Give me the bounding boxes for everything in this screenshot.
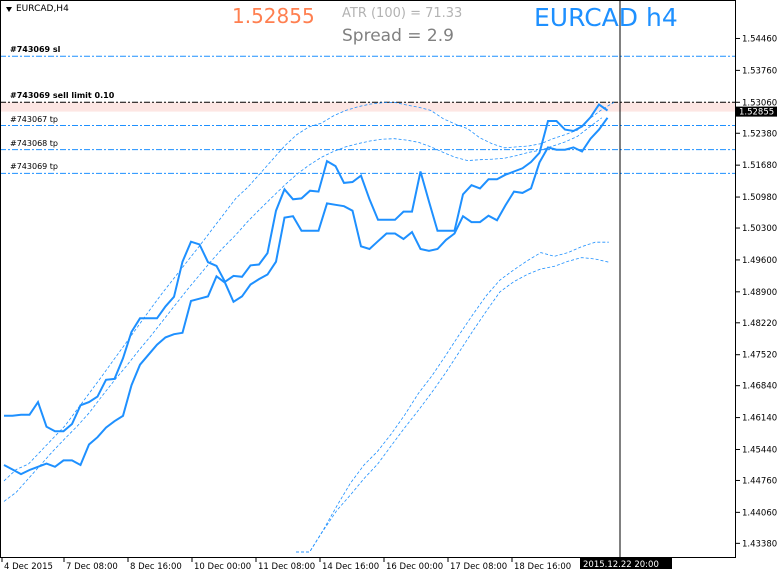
time-tick-label: 10 Dec 00:00 — [194, 562, 251, 572]
current-price-label: 1.52855 — [739, 108, 774, 118]
chevron-down-icon[interactable] — [6, 6, 12, 12]
order-lines — [0, 55, 736, 174]
ma-series-line — [4, 103, 609, 433]
price-tick-label: 1.54460 — [742, 34, 777, 44]
time-tick-label: 8 Dec 16:00 — [130, 562, 182, 572]
pending-order-zone — [0, 102, 736, 112]
atr-readout: ATR (100) = 71.33 — [342, 6, 463, 21]
bid-price: 1.52855 — [232, 4, 315, 28]
order-label-tp: #743068 tp — [10, 138, 58, 148]
current-price-tag: 1.52855 — [736, 106, 777, 118]
symbol-text: EURCAD,H4 — [16, 4, 69, 14]
order-label-sl: #743069 sl — [10, 45, 61, 55]
price-tick-label: 1.44760 — [742, 476, 777, 486]
price-tick-label: 1.46140 — [742, 414, 777, 424]
band-series-line — [296, 241, 609, 553]
band-series-line — [296, 257, 609, 553]
time-tick-label: 11 Dec 08:00 — [258, 562, 315, 572]
order-label-pending: #743069 sell limit 0.10 — [10, 91, 115, 101]
time-highlight-label: 2015.12.22 20:00 — [583, 560, 659, 570]
symbol-label[interactable]: EURCAD,H4 — [6, 4, 69, 14]
price-tick-label: 1.51680 — [742, 161, 777, 171]
price-tick-label: 1.44060 — [742, 508, 777, 518]
price-tick-label: 1.46840 — [742, 382, 777, 392]
price-tick-label: 1.50300 — [742, 224, 777, 234]
price-tick-label: 1.52380 — [742, 129, 777, 139]
band-series-line — [3, 117, 603, 502]
time-tick-label: 14 Dec 16:00 — [322, 562, 379, 572]
time-tick-label: 16 Dec 00:00 — [386, 562, 443, 572]
time-tick-label: 4 Dec 2015 — [4, 562, 53, 572]
ma-series-line — [3, 117, 609, 476]
price-tick-label: 1.50980 — [742, 193, 777, 203]
envelope-bands — [3, 101, 615, 553]
price-tick-label: 1.49600 — [742, 256, 777, 266]
price-axis[interactable]: 1.54460 1.53760 1.53060 1.52380 1.51680 1.509… — [736, 34, 777, 549]
chart-title: EURCAD h4 — [534, 3, 678, 32]
price-tick-label: 1.48900 — [742, 288, 777, 298]
time-tick-label: 18 Dec 16:00 — [514, 562, 571, 572]
price-tick-label: 1.43380 — [742, 539, 777, 549]
spread-readout: Spread = 2.9 — [342, 26, 454, 46]
order-label-tp: #743067 tp — [10, 114, 58, 124]
band-series-line — [3, 101, 615, 482]
time-tick-label: 17 Dec 08:00 — [450, 562, 507, 572]
time-axis[interactable]: 4 Dec 2015 7 Dec 08:00 8 Dec 16:00 10 Dec 0… — [1, 558, 571, 572]
price-tick-label: 1.53760 — [742, 66, 777, 76]
price-tick-label: 1.53060 — [742, 98, 777, 108]
order-label-tp: #743069 tp — [10, 162, 58, 172]
time-highlight-tag: 2015.12.22 20:00 — [580, 558, 672, 570]
time-tick-label: 7 Dec 08:00 — [66, 562, 118, 572]
price-tick-label: 1.48220 — [742, 319, 777, 329]
moving-average-lines — [3, 103, 609, 476]
price-tick-label: 1.47520 — [742, 351, 777, 361]
plot-border — [0, 0, 736, 558]
price-tick-label: 1.45440 — [742, 445, 777, 455]
